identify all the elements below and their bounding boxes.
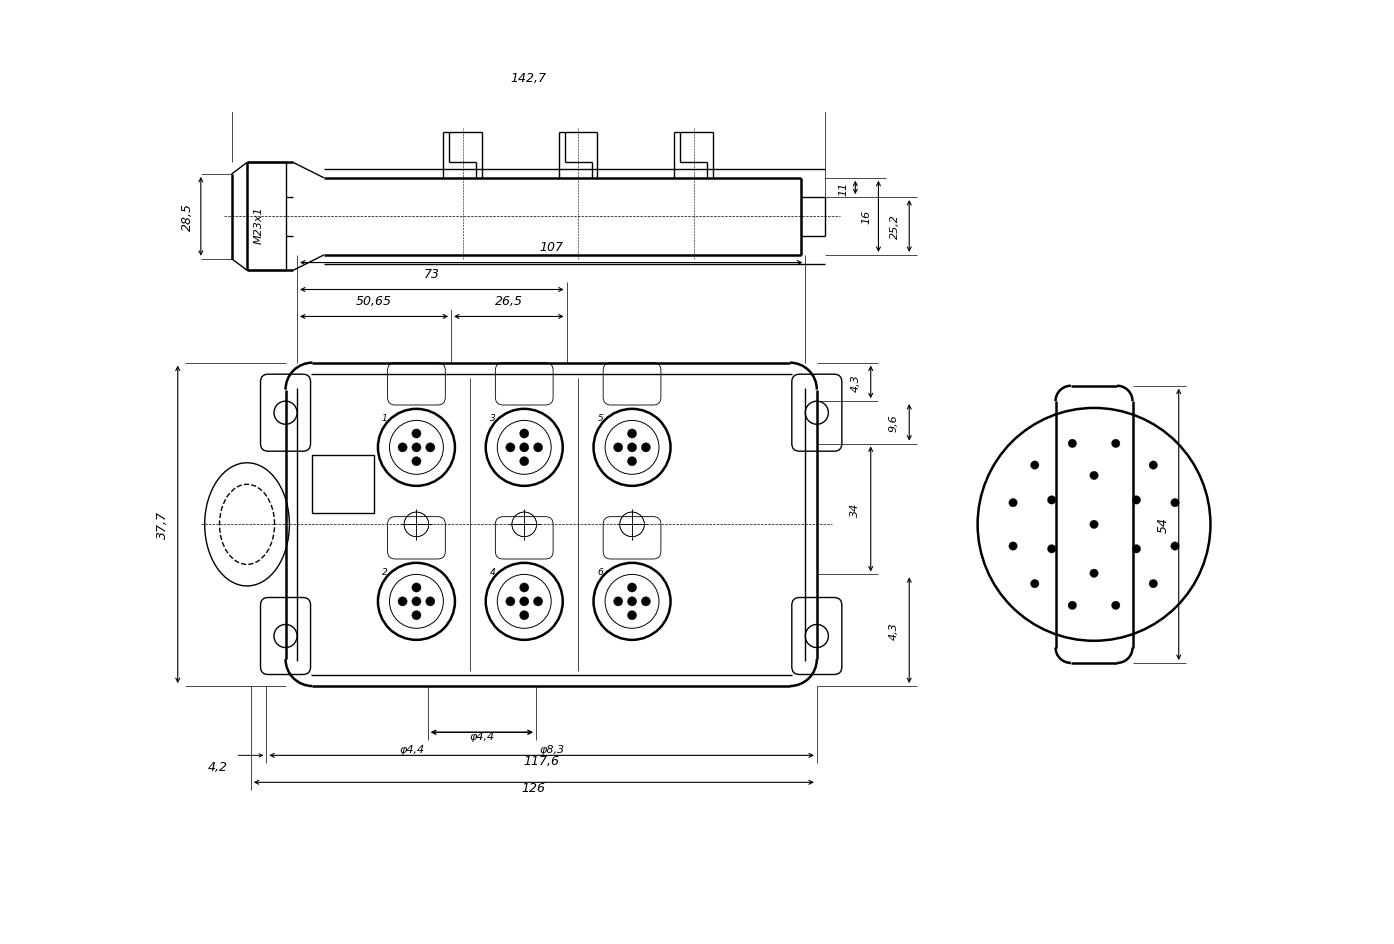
Circle shape xyxy=(425,598,435,606)
Circle shape xyxy=(1132,545,1140,553)
Circle shape xyxy=(411,457,421,466)
Text: 37,7: 37,7 xyxy=(156,511,169,539)
Circle shape xyxy=(520,457,528,466)
Circle shape xyxy=(1111,440,1119,448)
Circle shape xyxy=(1090,472,1098,480)
Circle shape xyxy=(397,444,407,452)
Circle shape xyxy=(627,430,637,439)
Circle shape xyxy=(1030,580,1039,588)
Circle shape xyxy=(506,444,514,452)
Text: 4,2: 4,2 xyxy=(208,761,227,773)
Circle shape xyxy=(627,611,637,620)
Circle shape xyxy=(1171,542,1179,550)
Text: φ8,3: φ8,3 xyxy=(539,744,565,754)
Circle shape xyxy=(1090,569,1098,578)
Circle shape xyxy=(425,444,435,452)
Bar xyxy=(312,456,374,514)
Circle shape xyxy=(520,444,528,452)
Text: φ4,4: φ4,4 xyxy=(399,744,424,754)
Circle shape xyxy=(641,444,651,452)
Circle shape xyxy=(1149,580,1157,588)
Circle shape xyxy=(1171,498,1179,507)
Circle shape xyxy=(534,598,542,606)
Text: 25,2: 25,2 xyxy=(891,214,901,239)
Circle shape xyxy=(411,583,421,593)
Circle shape xyxy=(1047,545,1055,553)
Circle shape xyxy=(1149,462,1157,470)
Circle shape xyxy=(1030,462,1039,470)
Text: 73: 73 xyxy=(424,268,441,281)
Circle shape xyxy=(411,611,421,620)
Circle shape xyxy=(1132,497,1140,505)
Circle shape xyxy=(641,598,651,606)
Circle shape xyxy=(520,611,528,620)
Text: 126: 126 xyxy=(521,781,546,794)
Circle shape xyxy=(627,457,637,466)
Text: 107: 107 xyxy=(539,241,563,254)
Circle shape xyxy=(397,598,407,606)
Circle shape xyxy=(613,444,623,452)
Text: 1: 1 xyxy=(382,413,388,422)
Text: M23x1: M23x1 xyxy=(254,206,263,244)
Circle shape xyxy=(627,583,637,593)
Circle shape xyxy=(411,598,421,606)
Text: 16: 16 xyxy=(861,210,871,225)
Text: 11: 11 xyxy=(839,181,849,195)
Circle shape xyxy=(520,583,528,593)
Circle shape xyxy=(534,444,542,452)
Circle shape xyxy=(506,598,514,606)
Circle shape xyxy=(1047,497,1055,505)
Circle shape xyxy=(411,430,421,439)
Text: 4,3: 4,3 xyxy=(889,622,899,639)
Text: 54: 54 xyxy=(1157,516,1170,532)
Text: 34: 34 xyxy=(850,502,860,516)
Text: 3: 3 xyxy=(489,413,495,422)
Text: 50,65: 50,65 xyxy=(355,295,392,308)
Text: 117,6: 117,6 xyxy=(524,754,559,767)
Text: φ4,4: φ4,4 xyxy=(470,732,495,742)
Circle shape xyxy=(520,430,528,439)
Circle shape xyxy=(1068,601,1076,610)
Circle shape xyxy=(1068,440,1076,448)
Text: 4,3: 4,3 xyxy=(850,374,860,392)
Circle shape xyxy=(520,598,528,606)
Circle shape xyxy=(1111,601,1119,610)
Text: 28,5: 28,5 xyxy=(180,203,194,231)
Text: 2: 2 xyxy=(382,567,388,576)
Circle shape xyxy=(627,444,637,452)
Circle shape xyxy=(613,598,623,606)
Circle shape xyxy=(1090,520,1098,529)
Circle shape xyxy=(411,444,421,452)
Circle shape xyxy=(1009,498,1018,507)
Text: 5: 5 xyxy=(598,413,604,422)
Text: 4: 4 xyxy=(489,567,495,576)
Text: 9,6: 9,6 xyxy=(889,414,899,431)
Text: 26,5: 26,5 xyxy=(495,295,523,308)
Text: 6: 6 xyxy=(598,567,604,576)
Circle shape xyxy=(1009,542,1018,550)
Circle shape xyxy=(627,598,637,606)
Text: 142,7: 142,7 xyxy=(510,72,546,85)
